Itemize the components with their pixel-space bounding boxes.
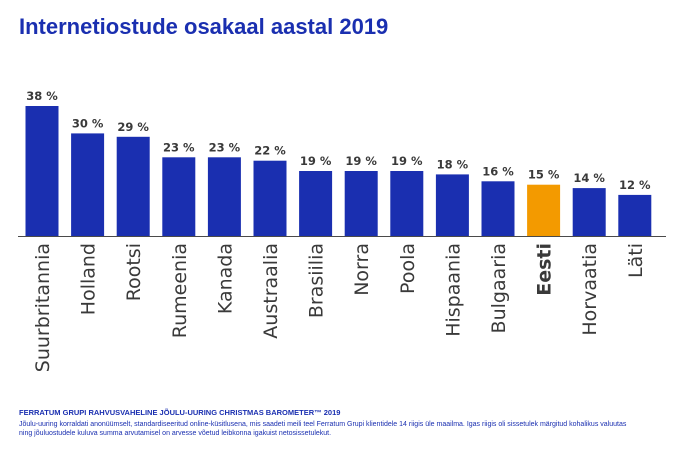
category-label-9: Hispaania (442, 243, 464, 337)
bar-7 (344, 171, 378, 236)
value-label-12: 14 % (573, 171, 605, 185)
value-label-6: 19 % (300, 154, 332, 168)
footer-note: Jõulu-uuring korraldati anonüümselt, sta… (19, 421, 627, 437)
category-label-6: Brasiilia (306, 243, 328, 318)
category-label-8: Poola (397, 243, 419, 294)
category-label-11: Eesti (534, 243, 556, 296)
bar-11 (527, 184, 561, 236)
bar-chart: 38 % Suurbritannia 30 % Holland 29 % Rootsi 23… (18, 89, 666, 372)
bar-6 (299, 171, 333, 236)
value-label-3: 23 % (163, 140, 195, 154)
bar-10 (481, 181, 515, 236)
value-label-7: 19 % (345, 154, 377, 168)
category-label-10: Bulgaaria (488, 243, 510, 333)
bar-4 (207, 157, 241, 236)
category-label-7: Norra (351, 243, 373, 296)
value-label-4: 23 % (209, 140, 241, 154)
value-label-2: 29 % (117, 120, 149, 134)
bar-3 (162, 157, 196, 236)
value-label-0: 38 % (26, 89, 58, 103)
category-label-12: Horvaatia (579, 243, 601, 336)
bar-8 (390, 171, 424, 236)
category-label-0: Suurbritannia (32, 243, 54, 372)
category-label-2: Rootsi (123, 243, 145, 301)
value-label-9: 18 % (437, 157, 469, 171)
value-label-13: 12 % (619, 178, 651, 192)
value-label-1: 30 % (72, 116, 104, 130)
bar-9 (435, 174, 469, 236)
value-label-11: 15 % (528, 168, 560, 182)
category-label-3: Rumeenia (169, 243, 191, 338)
chart-title: Internetiostude osakaal aastal 2019 (19, 14, 389, 39)
bar-5 (253, 160, 287, 236)
bar-13 (618, 194, 652, 236)
category-label-5: Austraalia (260, 243, 282, 339)
footer-title: FERRATUM GRUPI RAHVUSVAHELINE JÕULU-UURI… (19, 408, 341, 417)
bar-0 (25, 106, 59, 236)
value-label-8: 19 % (391, 154, 423, 168)
bar-12 (572, 188, 606, 236)
category-label-4: Kanada (214, 243, 236, 314)
value-label-10: 16 % (482, 164, 514, 178)
category-label-1: Holland (78, 243, 100, 315)
bar-1 (71, 133, 105, 236)
value-label-5: 22 % (254, 144, 286, 158)
bar-2 (116, 136, 150, 236)
category-label-13: Läti (625, 243, 647, 278)
